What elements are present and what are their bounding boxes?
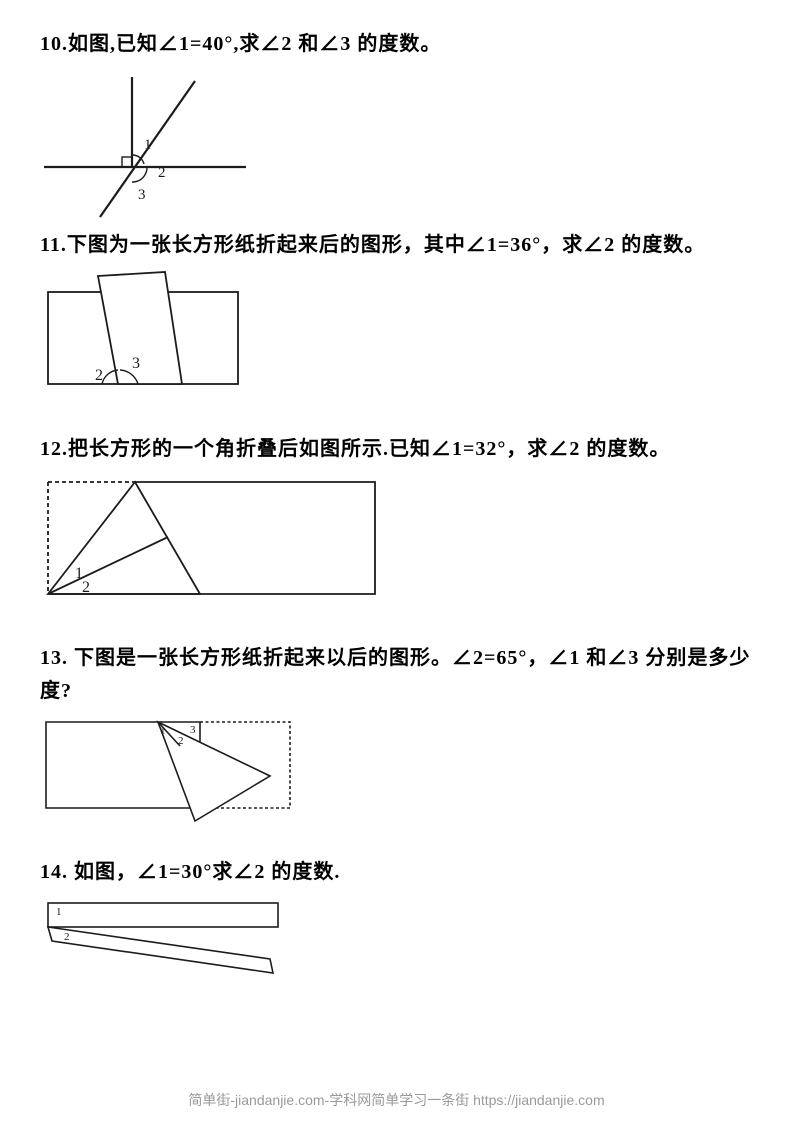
figure-q10: 123 <box>40 69 250 219</box>
svg-text:3: 3 <box>132 355 140 372</box>
question-11-text: 11.下图为一张长方形纸折起来后的图形，其中∠1=36°，求∠2 的度数。 <box>40 229 753 262</box>
figure-q11: 23 <box>40 270 245 395</box>
svg-text:3: 3 <box>190 724 196 736</box>
svg-text:1: 1 <box>160 725 166 737</box>
svg-text:2: 2 <box>95 367 103 384</box>
svg-text:1: 1 <box>144 137 152 153</box>
figure-q12: 12 <box>40 474 385 604</box>
question-13-text: 13. 下图是一张长方形纸折起来以后的图形。∠2=65°，∠1 和∠3 分别是多… <box>40 642 753 708</box>
svg-text:2: 2 <box>158 165 166 181</box>
page-footer: 简单街-jiandanjie.com-学科网简单学习一条街 https://ji… <box>0 1090 793 1110</box>
svg-text:1: 1 <box>56 906 62 918</box>
question-12-text: 12.把长方形的一个角折叠后如图所示.已知∠1=32°，求∠2 的度数。 <box>40 433 753 466</box>
figure-q13: 123 <box>40 716 300 824</box>
svg-text:3: 3 <box>138 187 146 203</box>
svg-text:2: 2 <box>82 579 90 596</box>
question-10-text: 10.如图,已知∠1=40°,求∠2 和∠3 的度数。 <box>40 28 753 61</box>
svg-text:2: 2 <box>64 931 70 943</box>
question-14-text: 14. 如图，∠1=30°求∠2 的度数. <box>40 856 753 889</box>
figure-q14: 12 <box>40 897 290 977</box>
svg-text:2: 2 <box>178 735 184 747</box>
